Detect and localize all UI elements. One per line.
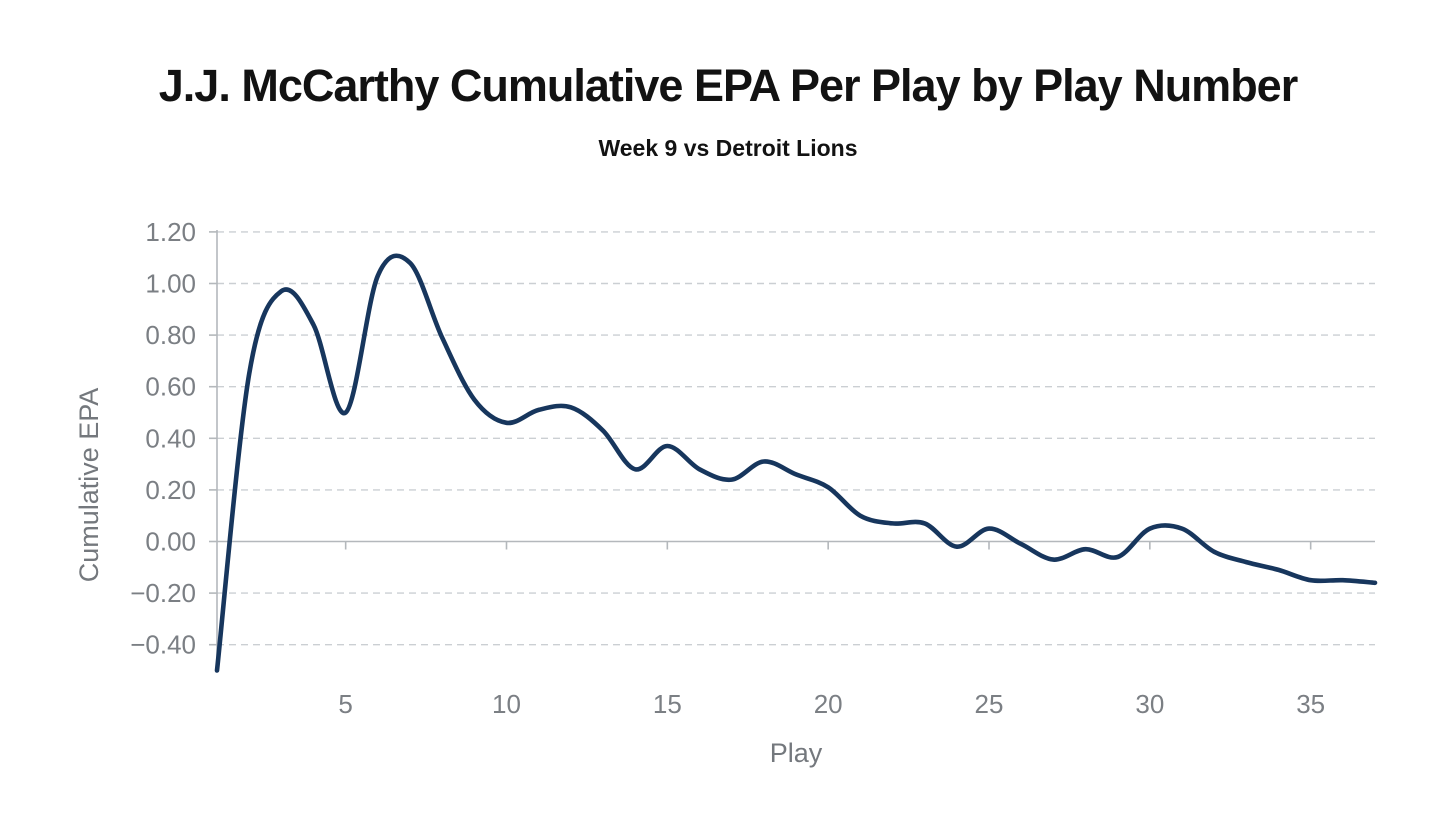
y-tick-label: −0.40 <box>130 630 196 660</box>
x-tick-label: 25 <box>975 689 1004 719</box>
chart-subtitle: Week 9 vs Detroit Lions <box>598 135 858 161</box>
axes-layer <box>209 230 1312 671</box>
x-tick-label: 15 <box>653 689 682 719</box>
y-tick-label: 1.20 <box>145 217 196 247</box>
x-axis-title: Play <box>770 738 823 768</box>
gridlines-layer <box>217 231 1375 646</box>
x-tick-label: 30 <box>1135 689 1164 719</box>
chart-title: J.J. McCarthy Cumulative EPA Per Play by… <box>158 60 1298 111</box>
x-tick-label: 5 <box>338 689 352 719</box>
y-tick-label: 0.80 <box>145 320 196 350</box>
x-tick-label: 10 <box>492 689 521 719</box>
x-tick-label: 20 <box>814 689 843 719</box>
y-axis-title: Cumulative EPA <box>74 388 104 583</box>
y-tick-label: 0.60 <box>145 372 196 402</box>
y-tick-label: −0.20 <box>130 578 196 608</box>
y-tick-label: 1.00 <box>145 269 196 299</box>
y-tick-label: 0.40 <box>145 423 196 453</box>
tick-labels-layer: 1.20 1.00 0.80 0.60 0.40 0.20 0.00 −0.20 −0.40 5 1… <box>130 217 1325 719</box>
y-tick-label: 0.00 <box>145 527 196 557</box>
x-tick-label: 35 <box>1296 689 1325 719</box>
y-tick-label: 0.20 <box>145 475 196 505</box>
cumulative-epa-line <box>214 253 1378 673</box>
